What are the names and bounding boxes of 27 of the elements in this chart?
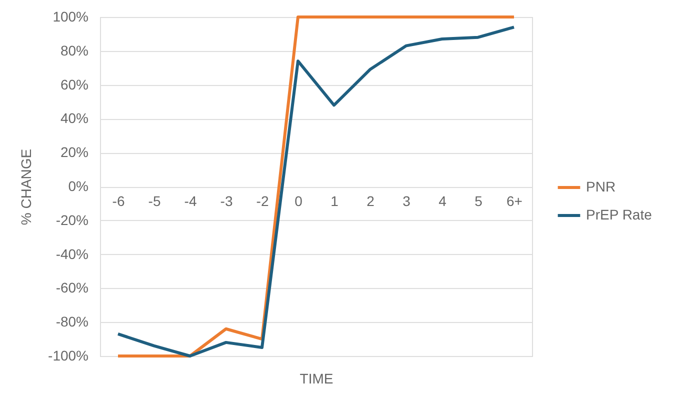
y-tick-label: -80% xyxy=(56,314,88,330)
y-tick-label: 20% xyxy=(60,144,88,160)
y-tick-label: 40% xyxy=(60,110,88,126)
y-tick-label: 80% xyxy=(60,42,88,58)
legend-label: PrEP Rate xyxy=(586,206,652,222)
x-tick-label: -5 xyxy=(148,193,161,209)
y-tick-label: 100% xyxy=(52,8,88,24)
x-tick-label: -6 xyxy=(112,193,125,209)
x-tick-label: 0 xyxy=(294,193,303,209)
x-tick-label: 2 xyxy=(366,193,375,209)
x-tick-label: 4 xyxy=(438,193,447,209)
y-tick-label: -40% xyxy=(56,246,88,262)
x-tick-label: -3 xyxy=(220,193,233,209)
y-tick-label: -60% xyxy=(56,280,88,296)
y-tick-label: -20% xyxy=(56,212,88,228)
x-tick-label: 1 xyxy=(330,193,339,209)
legend-label: PNR xyxy=(586,178,616,194)
x-tick-label: 3 xyxy=(402,193,411,209)
x-tick-label: 5 xyxy=(474,193,483,209)
x-tick-label: -2 xyxy=(256,193,269,209)
y-tick-label: 60% xyxy=(60,76,88,92)
y-tick-label: 0% xyxy=(68,178,88,194)
y-tick-label: -100% xyxy=(48,348,88,364)
x-axis-title: TIME xyxy=(300,370,334,386)
x-tick-label: 6+ xyxy=(506,193,522,209)
x-tick-label: -4 xyxy=(184,193,197,209)
y-axis-title: % CHANGE xyxy=(18,148,34,226)
